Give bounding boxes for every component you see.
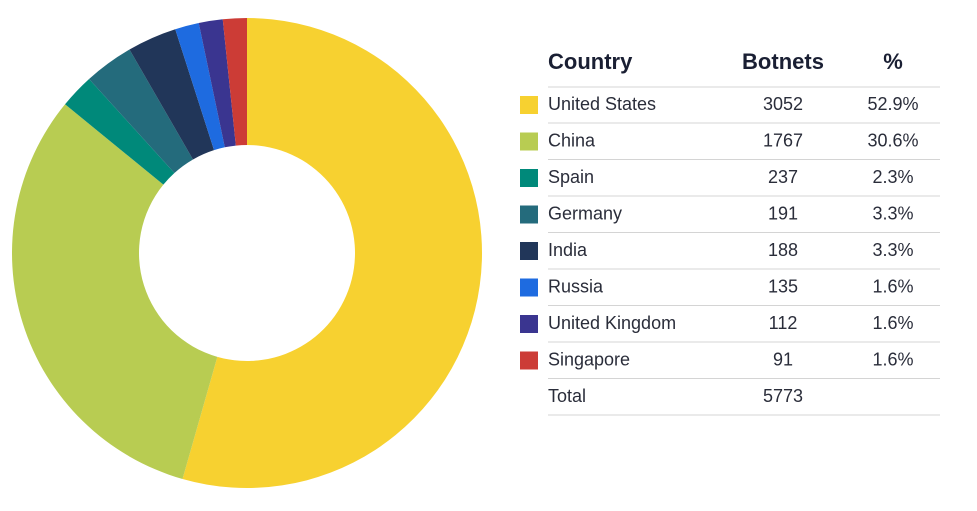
country-name: Germany (548, 203, 622, 223)
percent-label: 3.3% (872, 203, 913, 223)
legend-swatch (520, 278, 538, 297)
country-name: United States (548, 94, 656, 114)
percent-label: 52.9% (867, 94, 918, 114)
botnet-count: 112 (769, 313, 798, 333)
percent-label: 3.3% (872, 240, 913, 260)
percent-label: 1.6% (872, 349, 913, 369)
donut-slice (129, 29, 215, 160)
legend-swatch (520, 315, 538, 333)
country-name: China (548, 130, 596, 150)
percent-label: 30.6% (867, 130, 918, 150)
percent-label: 2.3% (872, 167, 913, 187)
total-value: 5773 (763, 386, 803, 406)
legend-swatch (520, 351, 538, 370)
donut-slice (89, 49, 193, 174)
legend-swatch (520, 132, 538, 151)
botnet-count: 191 (768, 203, 798, 223)
percent-label: 1.6% (872, 313, 913, 333)
country-name: United Kingdom (548, 313, 676, 333)
country-name: Singapore (548, 349, 630, 369)
donut-slice (12, 104, 218, 479)
country-name: Spain (548, 167, 594, 187)
botnet-count: 237 (768, 167, 798, 187)
legend-swatch (520, 242, 538, 260)
donut-slice (182, 18, 483, 489)
legend-swatch (520, 169, 538, 187)
botnet-count: 1767 (763, 130, 803, 150)
legend-swatch (520, 96, 538, 114)
donut-slice (175, 23, 225, 151)
percent-label: 1.6% (872, 276, 913, 296)
botnet-count: 188 (768, 240, 798, 260)
country-name: India (548, 240, 588, 260)
donut-slice (65, 78, 175, 185)
header-botnets: Botnets (742, 49, 824, 74)
botnet-count: 91 (773, 349, 793, 369)
country-name: Russia (548, 276, 604, 296)
header-percent: % (883, 49, 903, 74)
header-country: Country (548, 49, 633, 74)
legend-swatch (520, 205, 538, 224)
donut-slice (222, 18, 247, 146)
donut-slice (198, 19, 236, 148)
total-label: Total (548, 386, 586, 406)
botnet-count: 135 (768, 276, 798, 296)
botnet-count: 3052 (763, 94, 803, 114)
